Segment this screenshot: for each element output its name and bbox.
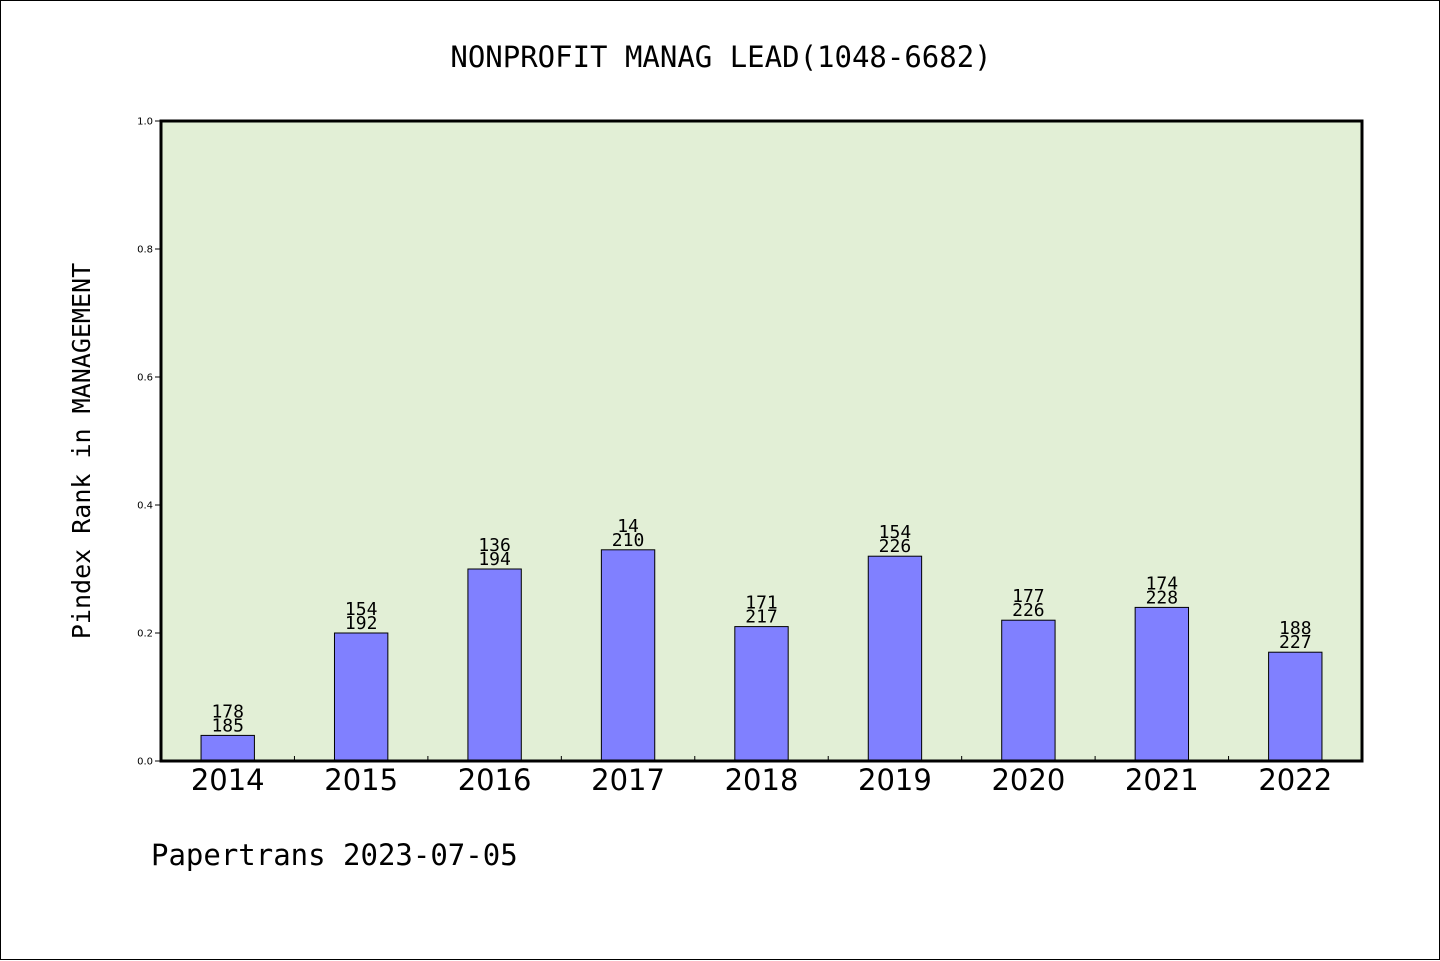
bar-label-upper: 154 [879, 522, 912, 543]
bar-2014 [200, 734, 255, 762]
bar-label-upper: 154 [345, 599, 378, 620]
bar-label-lower: 226 [1012, 600, 1045, 621]
bar-label-lower: 194 [478, 549, 511, 570]
y-tick-label: 0.4 [137, 501, 153, 512]
bar-2019 [867, 555, 923, 762]
y-tick-label: 0.8 [137, 245, 153, 256]
bar-label-lower: 227 [1279, 632, 1312, 653]
bar-label-lower: 185 [211, 715, 244, 736]
y-axis: 0.0 0.2 0.4 0.6 0.8 1.0 [137, 117, 161, 768]
bar-2018 [734, 626, 789, 762]
y-tick-label: 1.0 [137, 117, 153, 128]
bar-label-upper: 14 [617, 516, 639, 537]
bar-label-upper: 188 [1279, 618, 1312, 639]
bar-label-upper: 136 [478, 535, 511, 556]
x-tick-label: 2021 [1125, 763, 1199, 797]
bar-label-upper: 171 [745, 593, 778, 614]
bar-label-upper: 174 [1146, 573, 1179, 594]
bar-label-upper: 178 [211, 701, 244, 722]
bar-2020 [1001, 619, 1056, 762]
x-tick-label: 2014 [191, 763, 265, 797]
footer-source-date: Papertrans 2023-07-05 [151, 838, 518, 872]
x-tick-label: 2022 [1258, 763, 1332, 797]
x-tick-label: 2018 [725, 763, 799, 797]
x-tick-label: 2020 [991, 763, 1065, 797]
bar-label-lower: 228 [1146, 587, 1179, 608]
x-tick-label: 2016 [458, 763, 532, 797]
y-axis-label: Pindex Rank in MANAGEMENT [67, 263, 96, 639]
x-tick-label: 2017 [591, 763, 665, 797]
plot-frame [159, 119, 1364, 763]
bar-label-lower: 192 [345, 613, 378, 634]
bar-label-lower: 210 [612, 530, 645, 551]
bar-2015 [333, 632, 389, 762]
bar-label-lower: 217 [745, 607, 778, 628]
x-tick-label: 2019 [858, 763, 932, 797]
bar-label-lower: 226 [879, 536, 912, 557]
bar-label-upper: 177 [1012, 586, 1045, 607]
chart-title: NONPROFIT MANAG LEAD(1048-6682) [450, 40, 991, 74]
bar-2016 [467, 568, 522, 762]
bar-series [200, 549, 1323, 762]
bar-2022 [1268, 651, 1323, 762]
y-tick-label: 0.0 [137, 757, 153, 768]
x-tick-label: 2015 [324, 763, 398, 797]
y-tick-label: 0.2 [137, 629, 153, 640]
y-tick-label: 0.6 [137, 373, 153, 384]
bar-2021 [1134, 606, 1190, 762]
x-tick-labels: 2014 2015 2016 2017 2018 2019 2020 2021 2022 [191, 763, 1332, 797]
bar-2017 [600, 549, 656, 762]
